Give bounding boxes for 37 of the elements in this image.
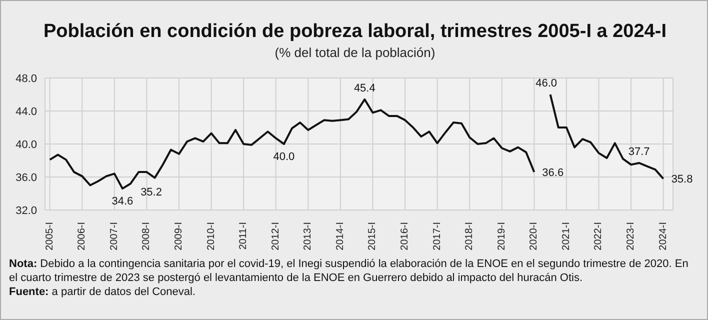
x-tick-label: 2013-I [302, 222, 314, 250]
data-label: 46.0 [536, 78, 558, 90]
y-tick-label: 48.0 [16, 72, 37, 85]
x-tick-label: 2024-I [658, 222, 669, 250]
x-tick-label: 2017-I [432, 222, 443, 250]
x-tick-label: 2018-I [464, 222, 476, 250]
x-tick-label: 2009-I [173, 222, 184, 250]
chart-title: Población en condición de pobreza laboral, trimestres 2005-I a 2024-I [42, 21, 668, 43]
x-tick-label: 2023-I [626, 222, 637, 250]
source-note: Fuente: a partir de datos del Coneval. [9, 285, 196, 299]
x-tick-label: 2006-I [76, 222, 88, 250]
y-tick-label: 32.0 [16, 204, 37, 217]
x-tick-label: 2010-I [206, 222, 217, 250]
data-label: 34.6 [112, 196, 134, 208]
data-label: 36.6 [542, 167, 564, 180]
x-tick-label: 2014-I [334, 222, 346, 250]
x-tick-label: 2021-I [560, 222, 572, 250]
x-tick-label: 2022-I [593, 222, 604, 250]
x-tick-label: 2012-I [270, 222, 282, 250]
text: Nota: Debido a la contingencia sanitaria por el covid-19, el Inegi suspendió la elaboración de la ENOE en el segundo trimestre de 2020. En el cuarto trimestre de 2023 se postergó el levantamiento de la ENOE en Guerrero debido al impacto del huracán Otis. [9, 257, 690, 285]
x-tick-label: 2005-I [44, 222, 56, 250]
x-tick-label: 2011-I [238, 222, 250, 250]
y-tick-label: 40.0 [16, 138, 37, 151]
x-tick-label: 2020-I [528, 222, 540, 250]
x-tick-label: 2008-I [141, 222, 152, 250]
data-label: 35.8 [671, 174, 693, 186]
x-tick-label: 2016-I [400, 222, 411, 250]
x-tick-label: 2015-I [367, 222, 378, 250]
data-label: 35.2 [140, 186, 162, 199]
y-tick-label: 44.0 [16, 106, 37, 118]
x-tick-label: 2007-I [108, 222, 120, 250]
chart-subtitle: (% del total de la población) [274, 45, 436, 60]
data-label: 37.7 [628, 146, 650, 158]
x-tick-label: 2019-I [496, 222, 508, 250]
data-label: 45.4 [354, 82, 376, 94]
y-tick-label: 36.0 [16, 172, 37, 184]
data-label: 40.0 [273, 151, 295, 163]
